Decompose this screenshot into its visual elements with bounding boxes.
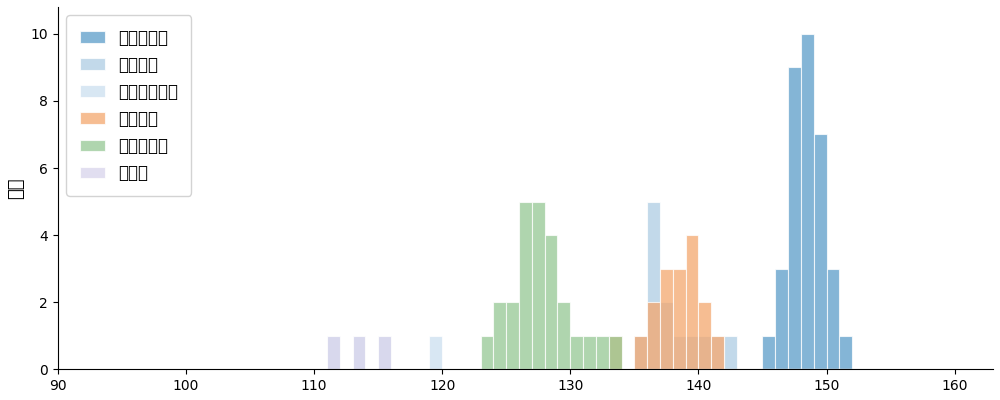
Bar	[698, 302, 711, 369]
Bar	[711, 336, 724, 369]
Bar	[429, 336, 442, 369]
Bar	[378, 336, 391, 369]
Bar	[353, 336, 365, 369]
Bar	[506, 302, 519, 369]
Bar	[481, 336, 493, 369]
Bar	[762, 336, 775, 369]
Bar	[378, 336, 391, 369]
Bar	[609, 336, 622, 369]
Bar	[827, 269, 839, 369]
Bar	[647, 202, 660, 369]
Bar	[647, 302, 660, 369]
Bar	[634, 336, 647, 369]
Bar	[532, 202, 545, 369]
Bar	[634, 336, 647, 369]
Bar	[583, 336, 596, 369]
Bar	[673, 269, 686, 369]
Bar	[788, 67, 801, 369]
Y-axis label: 球数: 球数	[7, 177, 25, 199]
Bar	[557, 302, 570, 369]
Bar	[570, 336, 583, 369]
Bar	[596, 336, 609, 369]
Bar	[711, 336, 724, 369]
Bar	[353, 336, 365, 369]
Bar	[698, 336, 711, 369]
Bar	[775, 269, 788, 369]
Bar	[724, 336, 737, 369]
Bar	[686, 336, 698, 369]
Bar	[327, 336, 340, 369]
Bar	[839, 336, 852, 369]
Bar	[609, 336, 622, 369]
Bar	[814, 134, 827, 369]
Bar	[493, 302, 506, 369]
Bar	[327, 336, 340, 369]
Bar	[673, 336, 686, 369]
Bar	[660, 269, 673, 369]
Bar	[673, 336, 686, 369]
Bar	[545, 235, 557, 369]
Bar	[801, 34, 814, 369]
Legend: ストレート, シュート, カットボール, フォーク, スライダー, カーブ: ストレート, シュート, カットボール, フォーク, スライダー, カーブ	[66, 15, 191, 196]
Bar	[519, 202, 532, 369]
Bar	[711, 336, 724, 369]
Bar	[660, 302, 673, 369]
Bar	[686, 235, 698, 369]
